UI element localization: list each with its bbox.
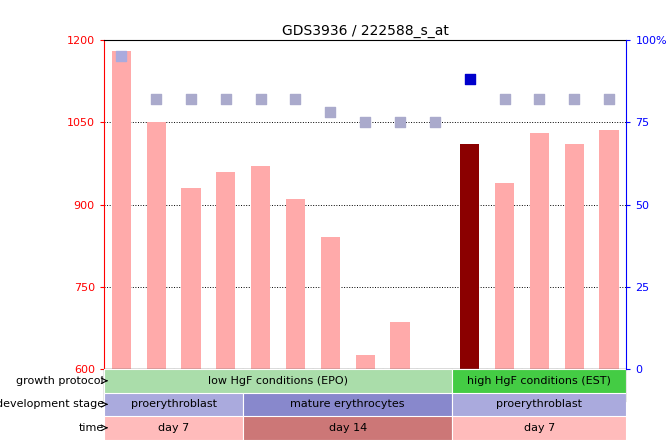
Bar (243, 369, 278, 402)
Bar (286, 199, 305, 369)
Point (534, 95, 545, 103)
Bar (104, 416, 243, 440)
Bar (452, 392, 626, 416)
Bar (495, 182, 514, 369)
Bar (243, 392, 452, 416)
Text: day 7: day 7 (158, 423, 189, 433)
Bar (321, 238, 340, 369)
Bar (348, 369, 383, 402)
Bar (383, 369, 417, 402)
Bar (487, 369, 522, 402)
Point (186, 95, 196, 103)
Text: development stage: development stage (0, 399, 104, 409)
Point (325, 109, 336, 116)
Bar (557, 369, 592, 402)
Point (464, 76, 475, 83)
Text: time: time (78, 423, 104, 433)
Bar (182, 188, 200, 369)
Point (360, 119, 371, 126)
Bar (104, 392, 243, 416)
Point (220, 95, 231, 103)
Bar (147, 122, 165, 369)
Point (255, 95, 266, 103)
Text: low HgF conditions (EPO): low HgF conditions (EPO) (208, 376, 348, 386)
Bar (600, 131, 618, 369)
Bar (522, 369, 557, 402)
Bar (112, 51, 131, 369)
Bar (356, 355, 375, 369)
Point (116, 53, 127, 60)
Point (151, 95, 161, 103)
Point (429, 119, 440, 126)
Text: mature erythrocytes: mature erythrocytes (291, 399, 405, 409)
Bar (417, 369, 452, 402)
Bar (530, 133, 549, 369)
Text: day 14: day 14 (328, 423, 367, 433)
Text: growth protocol: growth protocol (16, 376, 104, 386)
Bar (243, 416, 452, 440)
Bar (278, 369, 313, 402)
Point (569, 95, 580, 103)
Text: proerythroblast: proerythroblast (131, 399, 216, 409)
Title: GDS3936 / 222588_s_at: GDS3936 / 222588_s_at (281, 24, 449, 38)
Point (499, 95, 510, 103)
Text: high HgF conditions (EST): high HgF conditions (EST) (468, 376, 611, 386)
Point (395, 119, 405, 126)
Text: proerythroblast: proerythroblast (496, 399, 582, 409)
Bar (313, 369, 348, 402)
Point (290, 95, 301, 103)
Text: day 7: day 7 (524, 423, 555, 433)
Bar (592, 369, 626, 402)
Bar (104, 369, 452, 392)
Bar (460, 144, 479, 369)
Bar (216, 171, 235, 369)
Bar (139, 369, 174, 402)
Point (604, 95, 614, 103)
Bar (452, 369, 487, 402)
Bar (452, 369, 626, 392)
Bar (391, 322, 409, 369)
Bar (208, 369, 243, 402)
Bar (174, 369, 208, 402)
Bar (251, 166, 270, 369)
Bar (565, 144, 584, 369)
Bar (104, 369, 139, 402)
Bar (452, 416, 626, 440)
